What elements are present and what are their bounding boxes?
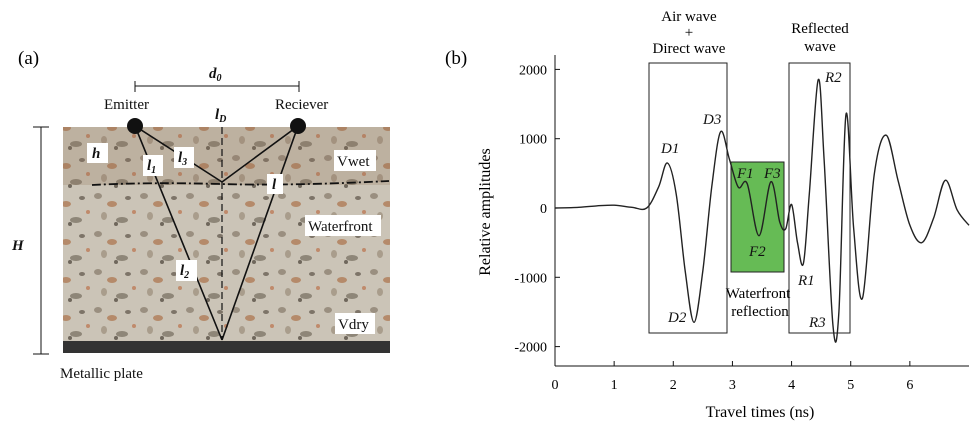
label-vwet-box: Vwet bbox=[334, 150, 376, 171]
panel-a-label: (a) bbox=[18, 48, 39, 69]
label-l1-box: l1 bbox=[143, 155, 163, 176]
peak-D2: D2 bbox=[667, 310, 687, 326]
air-wave-caption: Air wave bbox=[661, 9, 717, 25]
x-tick-label: 6 bbox=[906, 378, 913, 393]
y-axis-title: Relative amplitudes bbox=[477, 148, 494, 276]
ray-l bbox=[221, 125, 299, 341]
h-label: h bbox=[92, 146, 100, 162]
reflection-caption: reflection bbox=[731, 304, 789, 320]
y-tick-label: 2000 bbox=[519, 63, 547, 78]
label-vdry-box: Vdry bbox=[335, 313, 375, 334]
direct-wave-caption: Direct wave bbox=[653, 41, 726, 57]
vwet-label: Vwet bbox=[337, 154, 370, 170]
l3-label: l3 bbox=[178, 150, 187, 168]
waterfront-caption: Waterfront bbox=[726, 286, 791, 302]
emitter-dot bbox=[127, 118, 143, 134]
H-label: H bbox=[11, 238, 25, 254]
x-tick-label: 1 bbox=[611, 378, 618, 393]
l2-label: l2 bbox=[180, 263, 189, 281]
waterfront-reflection-box bbox=[730, 161, 785, 273]
x-tick-label: 2 bbox=[670, 378, 677, 393]
plus-caption: + bbox=[685, 25, 693, 41]
y-tick-label: 0 bbox=[540, 202, 547, 217]
y-tick-label: -2000 bbox=[514, 341, 547, 356]
x-tick-label: 4 bbox=[788, 378, 795, 393]
x-tick-label: 3 bbox=[729, 378, 736, 393]
y-ticks: 2000 1000 0 -1000 -2000 bbox=[514, 63, 560, 356]
wave-caption: wave bbox=[804, 39, 836, 55]
y-tick-label: -1000 bbox=[514, 271, 547, 286]
x-tick-label: 0 bbox=[552, 378, 559, 393]
peak-D3: D3 bbox=[702, 112, 721, 128]
label-l2-box: l2 bbox=[176, 260, 197, 281]
panel-b-label: (b) bbox=[445, 48, 467, 69]
amplitude-trace bbox=[554, 78, 970, 343]
x-axis-title: Travel times (ns) bbox=[706, 404, 815, 421]
receiver-label: Reciever bbox=[275, 97, 328, 113]
metallic-plate-label: Metallic plate bbox=[60, 366, 143, 382]
ray-l3 bbox=[221, 125, 299, 183]
panel-a: (a) d0 H Emitter Reciever lD h bbox=[11, 48, 390, 382]
metallic-plate bbox=[63, 341, 390, 353]
vdry-label: Vdry bbox=[338, 317, 369, 333]
label-l-box: l bbox=[267, 174, 283, 194]
peak-F2: F2 bbox=[748, 244, 766, 260]
air-direct-wave-box bbox=[648, 62, 728, 334]
peak-F1: F1 bbox=[736, 166, 754, 182]
peak-R2: R2 bbox=[824, 70, 842, 86]
lD-label: lD bbox=[215, 107, 226, 125]
peak-R1: R1 bbox=[797, 273, 815, 289]
l-label: l bbox=[272, 177, 277, 193]
peak-R3: R3 bbox=[808, 315, 826, 331]
reflected-caption: Reflected bbox=[791, 21, 849, 37]
emitter-label: Emitter bbox=[104, 97, 149, 113]
l1-label: l1 bbox=[147, 158, 156, 176]
panel-b: (b) 2000 1000 0 -1000 -2000 0 1 2 3 4 5 6 Relative… bbox=[445, 9, 970, 421]
waterfront-line bbox=[91, 180, 390, 186]
label-waterfront-box: Waterfront bbox=[305, 215, 381, 236]
receiver-dot bbox=[290, 118, 306, 134]
label-h-box: h bbox=[87, 143, 108, 163]
label-l3-box: l3 bbox=[174, 147, 194, 168]
x-ticks: 0 1 2 3 4 5 6 bbox=[552, 361, 913, 393]
peak-F3: F3 bbox=[763, 166, 781, 182]
waterfront-label-a: Waterfront bbox=[308, 219, 373, 235]
reflected-wave-box bbox=[788, 62, 851, 334]
d0-label: d0 bbox=[209, 66, 222, 84]
peak-D1: D1 bbox=[660, 141, 679, 157]
y-tick-label: 1000 bbox=[519, 133, 547, 148]
x-tick-label: 5 bbox=[847, 378, 854, 393]
